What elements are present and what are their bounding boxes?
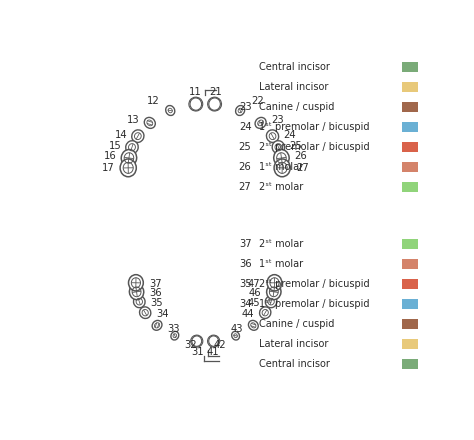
Ellipse shape	[120, 159, 137, 177]
Text: 27: 27	[238, 182, 251, 192]
FancyBboxPatch shape	[402, 259, 418, 269]
FancyBboxPatch shape	[402, 102, 418, 112]
Ellipse shape	[134, 296, 145, 308]
Text: 41: 41	[207, 347, 219, 357]
Ellipse shape	[267, 275, 282, 291]
Ellipse shape	[272, 141, 285, 154]
FancyBboxPatch shape	[402, 122, 418, 132]
Text: 31: 31	[191, 347, 204, 357]
Text: 13: 13	[127, 115, 139, 125]
Text: 24: 24	[283, 130, 296, 139]
Text: Canine / cuspid: Canine / cuspid	[259, 319, 335, 329]
Ellipse shape	[126, 141, 138, 154]
Ellipse shape	[260, 307, 271, 319]
Ellipse shape	[208, 97, 221, 111]
FancyBboxPatch shape	[402, 279, 418, 289]
FancyBboxPatch shape	[402, 239, 418, 249]
Text: 46: 46	[249, 288, 262, 298]
Ellipse shape	[265, 296, 277, 308]
Ellipse shape	[236, 106, 245, 115]
FancyBboxPatch shape	[402, 319, 418, 329]
Text: 35: 35	[239, 279, 251, 289]
Text: Lateral incisor: Lateral incisor	[259, 82, 328, 92]
Text: 23: 23	[271, 115, 284, 125]
Ellipse shape	[266, 130, 279, 143]
FancyBboxPatch shape	[402, 182, 418, 192]
Ellipse shape	[152, 320, 162, 330]
Text: 37: 37	[239, 239, 251, 249]
Text: 32: 32	[184, 340, 197, 350]
Text: 1ˢᵗ molar: 1ˢᵗ molar	[259, 162, 303, 172]
Ellipse shape	[274, 159, 290, 177]
Ellipse shape	[232, 331, 239, 340]
Text: 44: 44	[242, 309, 255, 319]
Text: 23: 23	[239, 102, 251, 112]
Text: 26: 26	[294, 151, 307, 161]
Ellipse shape	[171, 331, 179, 340]
FancyBboxPatch shape	[402, 162, 418, 172]
Text: 37: 37	[150, 279, 163, 290]
Ellipse shape	[129, 284, 144, 300]
Text: 1ˢᵗ premolar / bicuspid: 1ˢᵗ premolar / bicuspid	[259, 122, 370, 132]
Text: 34: 34	[239, 299, 251, 309]
FancyBboxPatch shape	[402, 339, 418, 349]
FancyBboxPatch shape	[402, 299, 418, 309]
Text: 33: 33	[167, 324, 180, 334]
Text: 11: 11	[189, 87, 201, 97]
Text: 47: 47	[248, 279, 261, 290]
Text: 2ˢᵗ premolar / bicuspid: 2ˢᵗ premolar / bicuspid	[259, 142, 370, 152]
Text: Canine / cuspid: Canine / cuspid	[259, 102, 335, 112]
Text: 36: 36	[149, 288, 162, 298]
Text: 36: 36	[239, 259, 251, 269]
Text: 15: 15	[109, 141, 121, 151]
Text: 34: 34	[156, 309, 168, 319]
Text: 1ˢᵗ premolar / bicuspid: 1ˢᵗ premolar / bicuspid	[259, 299, 370, 309]
Text: 35: 35	[150, 298, 163, 308]
Text: 12: 12	[147, 96, 159, 106]
Ellipse shape	[191, 335, 203, 347]
Text: 14: 14	[114, 130, 127, 139]
FancyBboxPatch shape	[402, 62, 418, 72]
Text: 1ˢᵗ molar: 1ˢᵗ molar	[259, 259, 303, 269]
Text: 25: 25	[289, 141, 302, 151]
Ellipse shape	[132, 130, 144, 143]
FancyBboxPatch shape	[402, 359, 418, 369]
Text: 26: 26	[238, 162, 251, 172]
FancyBboxPatch shape	[402, 142, 418, 152]
Text: 2ˢᵗ molar: 2ˢᵗ molar	[259, 182, 303, 192]
Text: Central incisor: Central incisor	[259, 359, 330, 369]
Text: 2ˢᵗ premolar / bicuspid: 2ˢᵗ premolar / bicuspid	[259, 279, 370, 289]
Ellipse shape	[128, 275, 143, 291]
Text: Central incisor: Central incisor	[259, 62, 330, 72]
Ellipse shape	[208, 335, 220, 347]
Text: 45: 45	[248, 298, 260, 308]
Text: 22: 22	[251, 96, 264, 106]
Ellipse shape	[144, 117, 155, 128]
Ellipse shape	[255, 117, 266, 128]
Text: 17: 17	[101, 163, 114, 173]
Ellipse shape	[189, 97, 203, 111]
Text: 27: 27	[296, 163, 309, 173]
Text: 42: 42	[214, 340, 226, 350]
Text: 16: 16	[104, 151, 117, 161]
FancyBboxPatch shape	[402, 82, 418, 92]
Text: 2ˢᵗ molar: 2ˢᵗ molar	[259, 239, 303, 249]
Ellipse shape	[273, 150, 289, 166]
Text: 21: 21	[209, 87, 222, 97]
Text: Lateral incisor: Lateral incisor	[259, 339, 328, 349]
Text: 24: 24	[239, 122, 251, 132]
Text: 43: 43	[231, 324, 243, 334]
Ellipse shape	[248, 320, 258, 330]
Ellipse shape	[166, 106, 175, 115]
Ellipse shape	[139, 307, 151, 319]
Ellipse shape	[267, 284, 281, 300]
Ellipse shape	[121, 150, 137, 166]
Text: 25: 25	[238, 142, 251, 152]
